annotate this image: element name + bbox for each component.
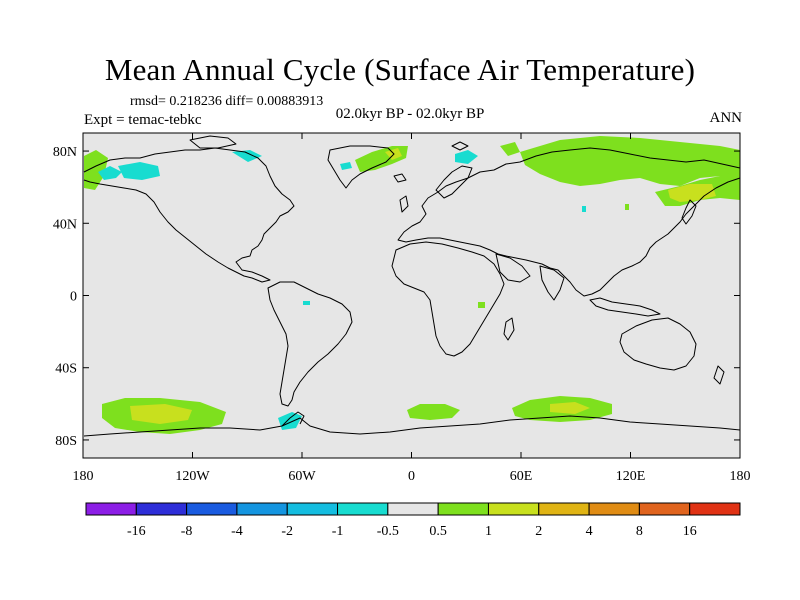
- lat-label: 80S: [55, 434, 77, 449]
- colorbar-label: 2: [535, 524, 542, 539]
- colorbar: -16 -8 -4 -2 -1 -0.5 0.5 1 2 4 8 16: [85, 502, 741, 539]
- colorbar-swatch: [638, 502, 691, 516]
- lat-label: 40S: [55, 362, 77, 377]
- coastline-indonesia: [589, 297, 661, 317]
- anomaly-patch-indian-ocean: [407, 404, 460, 420]
- anomaly-patch-alaska-cool: [98, 166, 122, 180]
- colorbar-label: 16: [683, 524, 697, 539]
- lat-label: 80N: [53, 145, 77, 160]
- lon-axis: 180 120W 60W 0 60E 120E 180: [73, 133, 751, 484]
- colorbar-swatch: [85, 502, 137, 516]
- lat-label: 0: [70, 290, 77, 305]
- coastline-arctic-islands: [189, 135, 237, 149]
- colorbar-label: 1: [485, 524, 492, 539]
- coastline-madagascar: [503, 317, 515, 341]
- colorbar-swatch: [487, 502, 540, 516]
- lon-label: 120W: [175, 469, 210, 484]
- colorbar-swatch: [337, 502, 389, 516]
- colorbar-label: 0.5: [429, 524, 447, 539]
- colorbar-label: -16: [127, 524, 146, 539]
- anomaly-patch-atlantic-cool: [340, 162, 352, 170]
- lon-label: 120E: [616, 469, 646, 484]
- coastline-antarctica: [83, 415, 741, 437]
- coastline-india: [539, 265, 565, 301]
- colorbar-label: 8: [636, 524, 643, 539]
- anomaly-patch-sea-of-japan: [625, 204, 629, 210]
- anomaly-patch-far-east: [655, 146, 730, 162]
- anomaly-patch-africa: [478, 302, 485, 308]
- lon-label: 180: [730, 469, 751, 484]
- anomaly-patch-greenland-cool: [455, 150, 478, 164]
- coastline-new-zealand: [713, 365, 725, 385]
- lat-axis: 80N 40N 0 40S 80S: [53, 145, 740, 449]
- anomaly-patch-alaska: [84, 150, 108, 190]
- coastline-iceland: [393, 173, 407, 183]
- colorbar-swatch: [236, 502, 288, 516]
- colorbar-swatch: [588, 502, 640, 516]
- colorbar-swatch: [186, 502, 238, 516]
- coastline-greenland: [327, 145, 395, 189]
- coastline-arabia: [495, 253, 531, 283]
- colorbar-label: 4: [586, 524, 593, 539]
- stats-text: rmsd= 0.218236 diff= 0.00883913: [130, 94, 324, 109]
- lat-label: 40N: [53, 217, 77, 232]
- coastline-svalbard: [451, 141, 469, 151]
- colorbar-swatch: [689, 502, 741, 516]
- coastline-antarctic-peninsula: [281, 411, 305, 427]
- anomaly-patch-hudson-cool: [232, 150, 262, 162]
- lon-label: 60W: [288, 469, 316, 484]
- lon-label: 60E: [510, 469, 533, 484]
- experiment-label: Expt = temac-tebkc: [84, 112, 202, 128]
- anomaly-patch-east-asia-yellow: [668, 184, 716, 202]
- coastline-eurasia: [397, 147, 741, 297]
- coastline-scandinavia: [435, 165, 473, 199]
- colorbar-label: -8: [181, 524, 193, 539]
- colorbar-swatch: [286, 502, 339, 516]
- anomaly-patches: [84, 136, 740, 434]
- coastline-japan: [681, 199, 697, 225]
- anomaly-patch-amundsen-core: [130, 404, 192, 424]
- colorbar-label: -2: [281, 524, 293, 539]
- colorbar-label: -0.5: [377, 524, 399, 539]
- colorbar-swatch: [387, 502, 439, 516]
- page-title: Mean Annual Cycle (Surface Air Temperatu…: [104, 52, 696, 87]
- anomaly-patch-pacific: [582, 206, 586, 212]
- colorbar-swatch: [538, 502, 590, 516]
- anomaly-patch-arctic-east: [500, 142, 520, 156]
- colorbar-label: -4: [231, 524, 243, 539]
- coastline-uk: [399, 195, 409, 213]
- colorbar-swatch: [437, 502, 489, 516]
- colorbar-swatch: [135, 502, 188, 516]
- coastlines: [83, 135, 741, 437]
- season-label: ANN: [709, 110, 743, 126]
- period-label: 02.0kyr BP - 02.0kyr BP: [335, 106, 485, 122]
- anomaly-patch-amazon: [303, 301, 310, 305]
- coastline-south-america: [267, 281, 353, 407]
- anomaly-patch-east-antarctic-core: [550, 402, 590, 414]
- coastline-australia: [619, 317, 697, 371]
- anomaly-patch-canada-cool: [118, 162, 160, 180]
- colorbar-label: -1: [332, 524, 344, 539]
- lon-label: 0: [408, 469, 415, 484]
- lon-label: 180: [73, 469, 94, 484]
- coastline-africa: [391, 241, 505, 357]
